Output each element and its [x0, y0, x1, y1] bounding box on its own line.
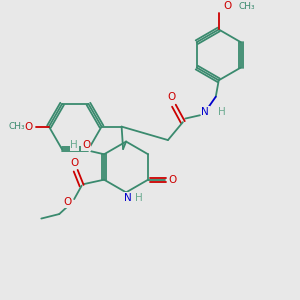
Text: H: H: [135, 193, 143, 203]
Text: O: O: [25, 122, 33, 132]
Text: CH₃: CH₃: [8, 122, 25, 131]
Text: O: O: [223, 1, 231, 11]
Text: O: O: [167, 92, 175, 102]
Text: H: H: [70, 140, 78, 150]
Text: H: H: [218, 107, 226, 117]
Text: O: O: [169, 175, 177, 185]
Text: O: O: [64, 197, 72, 207]
Text: O: O: [82, 140, 90, 150]
Text: CH₃: CH₃: [238, 2, 255, 11]
Text: N: N: [201, 107, 209, 117]
Text: N: N: [124, 193, 132, 203]
Text: O: O: [70, 158, 78, 168]
